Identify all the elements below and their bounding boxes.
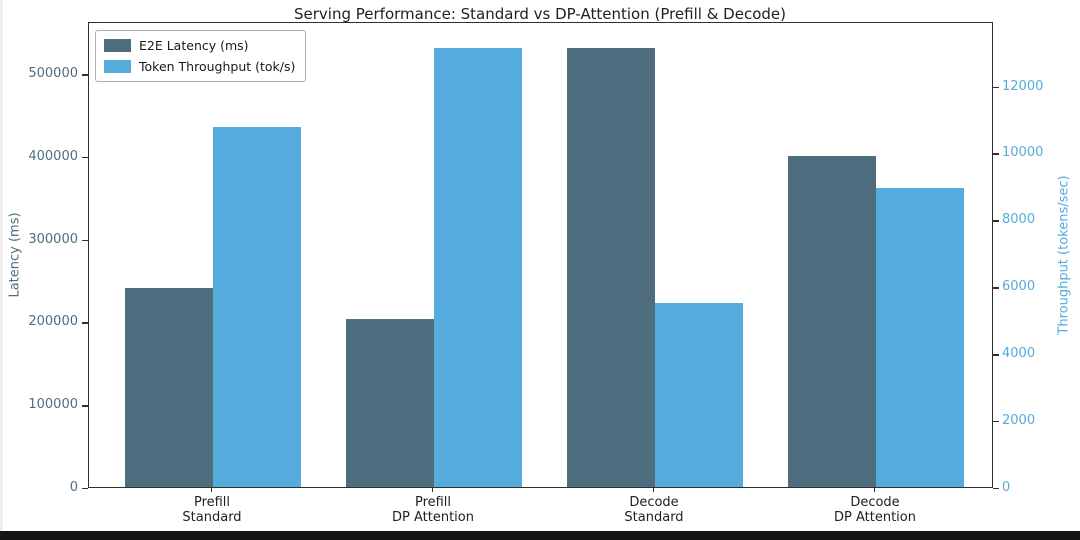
right-axis-tick-mark <box>993 488 999 490</box>
left-axis-tick-mark <box>82 156 88 159</box>
bar-latency-2 <box>567 48 655 487</box>
screen-left-edge <box>0 0 3 531</box>
left-axis-tick-mark <box>82 488 88 490</box>
left-axis-tick-label: 200000 <box>28 314 78 330</box>
x-category-label: Prefill DP Attention <box>392 495 474 526</box>
x-axis-tick-mark <box>211 488 213 492</box>
left-axis-tick-label: 100000 <box>28 397 78 413</box>
x-category-label: Decode Standard <box>624 495 684 526</box>
x-axis-tick-mark <box>432 488 434 492</box>
bar-latency-0 <box>125 287 213 487</box>
legend: E2E Latency (ms) Token Throughput (tok/s… <box>95 30 307 82</box>
bar-latency-1 <box>346 318 434 487</box>
right-axis-tick-label: 4000 <box>1002 346 1036 362</box>
right-axis-tick-mark <box>993 86 999 88</box>
left-axis-tick-label: 400000 <box>28 148 78 164</box>
legend-swatch-latency <box>104 39 131 52</box>
left-axis-tick-mark <box>82 405 88 407</box>
x-category-label: Decode DP Attention <box>834 495 916 526</box>
legend-item-latency: E2E Latency (ms) <box>104 38 295 53</box>
right-axis-tick-mark <box>993 354 999 356</box>
bottom-black-bar <box>0 531 1080 540</box>
bar-throughput-3 <box>876 187 964 487</box>
chart-title: Serving Performance: Standard vs DP-Atte… <box>294 5 786 23</box>
x-category-label: Prefill Standard <box>182 495 242 526</box>
bar-latency-3 <box>788 156 876 487</box>
left-axis-tick-mark <box>82 239 88 242</box>
plot-area: E2E Latency (ms) Token Throughput (tok/s… <box>88 22 993 488</box>
x-axis-tick-mark <box>874 488 876 492</box>
left-axis-tick-mark <box>82 74 88 76</box>
right-axis-tick-mark <box>993 153 999 155</box>
left-axis-title: Latency (ms) <box>7 212 23 298</box>
right-axis-title: Throughput (tokens/sec) <box>1056 175 1072 335</box>
right-axis-tick-label: 12000 <box>1002 78 1044 94</box>
bar-throughput-2 <box>655 303 743 487</box>
left-axis-tick-label: 500000 <box>28 66 78 82</box>
left-axis-tick-mark <box>82 322 88 324</box>
right-axis-tick-mark <box>993 220 999 222</box>
right-axis-tick-label: 10000 <box>1002 145 1044 161</box>
legend-item-throughput: Token Throughput (tok/s) <box>104 59 295 74</box>
right-axis-tick-mark <box>993 421 999 423</box>
right-axis-tick-label: 6000 <box>1002 279 1036 295</box>
right-axis-tick-label: 8000 <box>1002 212 1036 228</box>
legend-swatch-throughput <box>104 60 131 73</box>
bars-layer <box>89 23 992 487</box>
right-axis-tick-mark <box>993 287 999 289</box>
right-axis-tick-label: 0 <box>1002 480 1011 495</box>
left-axis-tick-label: 300000 <box>28 231 78 247</box>
x-axis-tick-mark <box>653 488 655 492</box>
legend-label-latency: E2E Latency (ms) <box>139 38 249 53</box>
left-axis-tick-label: 0 <box>69 480 78 495</box>
bar-throughput-0 <box>213 127 301 487</box>
legend-label-throughput: Token Throughput (tok/s) <box>139 59 296 74</box>
bar-throughput-1 <box>434 48 522 487</box>
right-axis-tick-label: 2000 <box>1002 413 1036 429</box>
